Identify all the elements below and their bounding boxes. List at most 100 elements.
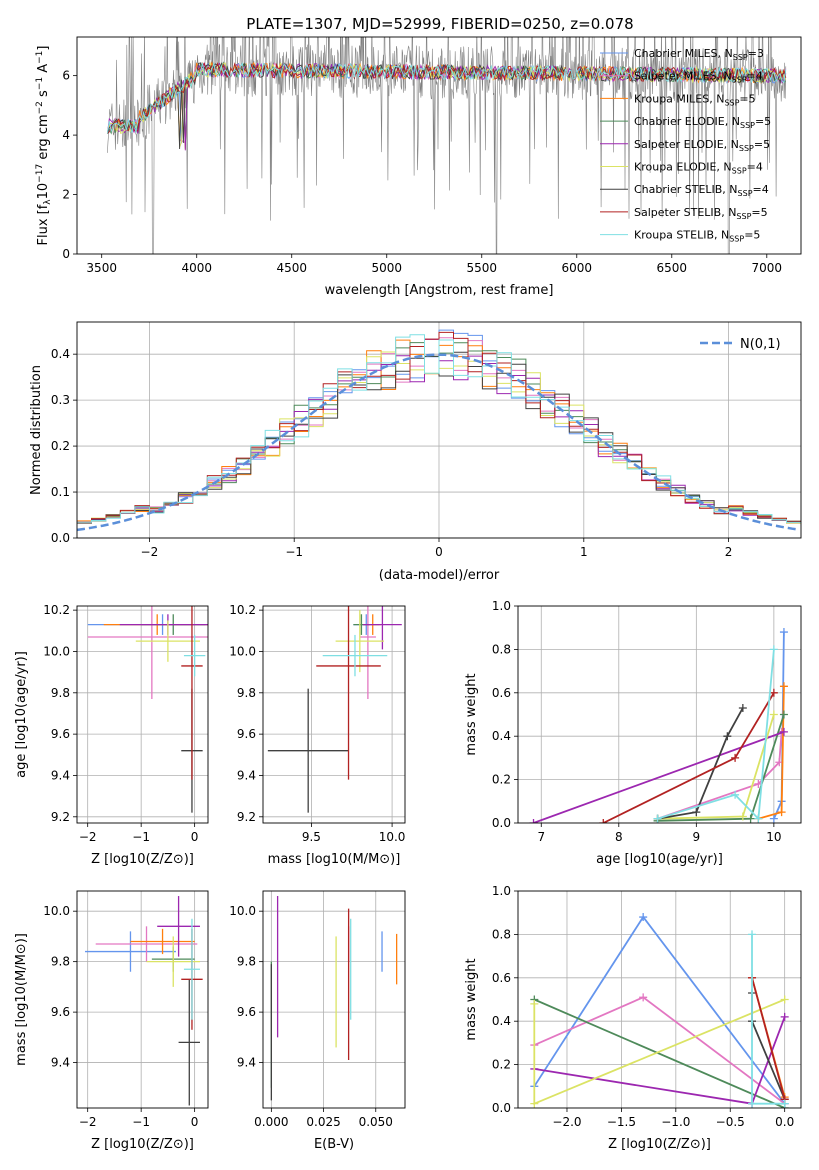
y-tick-label: 0.0	[51, 531, 70, 545]
legend-label-sub: SSP	[732, 167, 747, 176]
legend-label-tail: =5	[755, 115, 771, 128]
x-tick-label: 10.0	[379, 830, 406, 844]
weight-marker	[779, 682, 788, 691]
x-tick-label: 0.025	[306, 1115, 340, 1129]
x-tick-label: 7	[537, 830, 545, 844]
plot-area-mass_vs_ebv	[263, 891, 405, 1108]
x-tick-label: 4500	[276, 261, 307, 275]
legend-label: Salpeter MILES, NSSP=4	[634, 70, 763, 85]
weight-marker	[777, 808, 786, 817]
axes-frame	[262, 605, 406, 824]
y-tick-label: 0.2	[492, 773, 511, 787]
plot-area-weight_vs_age	[518, 606, 801, 823]
weight-line	[602, 692, 775, 823]
y-tick-label: 1.0	[492, 599, 511, 613]
legend-label-sub: SSP	[738, 189, 753, 198]
legend-label-main: Kroupa ELODIE, N	[634, 161, 732, 174]
legend-label: Kroupa STELIB, NSSP=5	[634, 229, 760, 244]
legend-label-sub: SSP	[724, 98, 739, 107]
weight-line	[657, 649, 775, 821]
y-tick-label: 9.8	[51, 955, 70, 969]
x-tick-label: 9	[693, 830, 701, 844]
y-axis-label: Flux [fλ10−17 erg cm−2 s−1 A−1]	[35, 46, 53, 246]
y-tick-label: 9.4	[51, 768, 70, 782]
x-axis-label: mass [log10(M/M⊙)]	[268, 852, 401, 867]
legend-label-main: Kroupa MILES, N	[634, 92, 724, 105]
y-tick-label: 9.4	[51, 1056, 70, 1070]
weight-marker	[746, 814, 755, 823]
y-tick-label: 0.4	[51, 347, 70, 361]
y-tick-label: 6	[62, 69, 70, 83]
legend-label: Salpeter ELODIE, NSSP=5	[634, 138, 770, 153]
x-axis-label: (data-model)/error	[379, 568, 500, 583]
legend-label-tail: =5	[739, 92, 755, 105]
weight-line	[751, 977, 786, 1100]
legend-label-main: Kroupa STELIB, N	[634, 229, 729, 242]
y-tick-label: 9.8	[237, 955, 256, 969]
x-axis-label: Z [log10(Z/Z⊙)]	[91, 852, 194, 867]
weight-marker	[639, 913, 648, 922]
legend-label: Kroupa ELODIE, NSSP=4	[634, 161, 763, 176]
x-axis-label: wavelength [Angstrom, rest frame]	[325, 283, 554, 298]
y-tick-label: 9.4	[237, 768, 256, 782]
panel-spectrum: 3500 4000 4500 5000 5500 6000 6500 7000 0 2 4 6 wave…	[35, 36, 802, 298]
y-tick-label: 9.6	[51, 727, 70, 741]
x-axis-label: Z [log10(Z/Z⊙)]	[91, 1137, 194, 1152]
legend-label: N(0,1)	[740, 337, 781, 352]
weight-marker	[639, 993, 648, 1002]
y-tick-label: 9.4	[237, 1056, 256, 1070]
y-tick-label: 10.0	[229, 904, 256, 918]
legend-label-tail: =4	[747, 70, 763, 83]
residual-histogram	[77, 334, 801, 526]
weight-line	[534, 1016, 786, 1105]
x-tick-label: 10	[766, 830, 781, 844]
weight-marker	[599, 819, 608, 823]
y-tick-label: 10.0	[43, 904, 70, 918]
axes-frame	[262, 890, 406, 1109]
x-axis-label: Z [log10(Z/Z⊙)]	[608, 1137, 711, 1152]
x-tick-label: 1	[580, 545, 588, 559]
y-tick-label: 0.8	[492, 927, 511, 941]
y-label-part: −1	[35, 77, 45, 90]
axes-frame	[517, 605, 802, 824]
weight-marker	[779, 710, 788, 719]
y-label-part: erg cm	[36, 114, 51, 163]
y-tick-label: 0.2	[51, 439, 70, 453]
x-tick-label: 2	[725, 545, 733, 559]
panel-mass_vs_ebv: 0.000 0.025 0.050 9.4 9.6 9.8 10.0 E(B-V)	[229, 890, 406, 1152]
x-axis-label: age [log10(age/yr)]	[596, 852, 723, 867]
legend-label-sub: SSP	[733, 53, 748, 62]
y-tick-label: 0.3	[51, 393, 70, 407]
panel-weight_vs_Z: −2.0 −1.5 −1.0 −0.5 0.0 0.0 0.2 0.4 0.6 0.8 1.0 Z […	[464, 884, 802, 1152]
weight-line	[657, 731, 783, 820]
y-tick-label: 10.0	[43, 644, 70, 658]
weight-marker	[731, 753, 740, 762]
weight-marker	[780, 1012, 789, 1021]
weight-marker	[529, 819, 538, 823]
legend-label-sub: SSP	[736, 212, 751, 221]
weight-marker	[731, 790, 740, 799]
weight-marker	[754, 814, 763, 823]
legend-label-sub: SSP	[740, 121, 755, 130]
y-label-part: 10	[36, 183, 51, 200]
panel-mass_vs_Z: −2 −1 0 9.4 9.6 9.8 10.0 Z [log10(Z/Z⊙)] mass [l…	[14, 890, 209, 1152]
y-axis-label: mass [log10(M/M⊙)]	[14, 933, 29, 1066]
x-tick-label: −1	[132, 830, 150, 844]
x-tick-label: −2.0	[552, 1115, 581, 1129]
x-tick-label: 5500	[466, 261, 497, 275]
x-tick-label: −0.5	[716, 1115, 745, 1129]
y-axis-label: Normed distribution	[29, 365, 44, 495]
plot-area-residuals	[77, 322, 801, 538]
panel-residuals: −2 −1 0 1 2 0.0 0.1 0.2 0.3 0.4 (data-model)/error…	[29, 321, 802, 583]
axes-frame	[76, 605, 209, 824]
plot-area-age_vs_mass	[263, 606, 405, 823]
model-spectrum	[106, 61, 787, 134]
x-tick-label: −1	[285, 545, 303, 559]
plots-layer: 3500 4000 4500 5000 5500 6000 6500 70000246wave…	[14, 36, 802, 1152]
legend-label-main: Salpeter MILES, N	[634, 70, 732, 83]
weight-marker	[530, 1099, 539, 1108]
y-tick-label: 9.8	[237, 686, 256, 700]
normal-curve	[77, 353, 799, 532]
y-tick-label: 9.8	[51, 686, 70, 700]
